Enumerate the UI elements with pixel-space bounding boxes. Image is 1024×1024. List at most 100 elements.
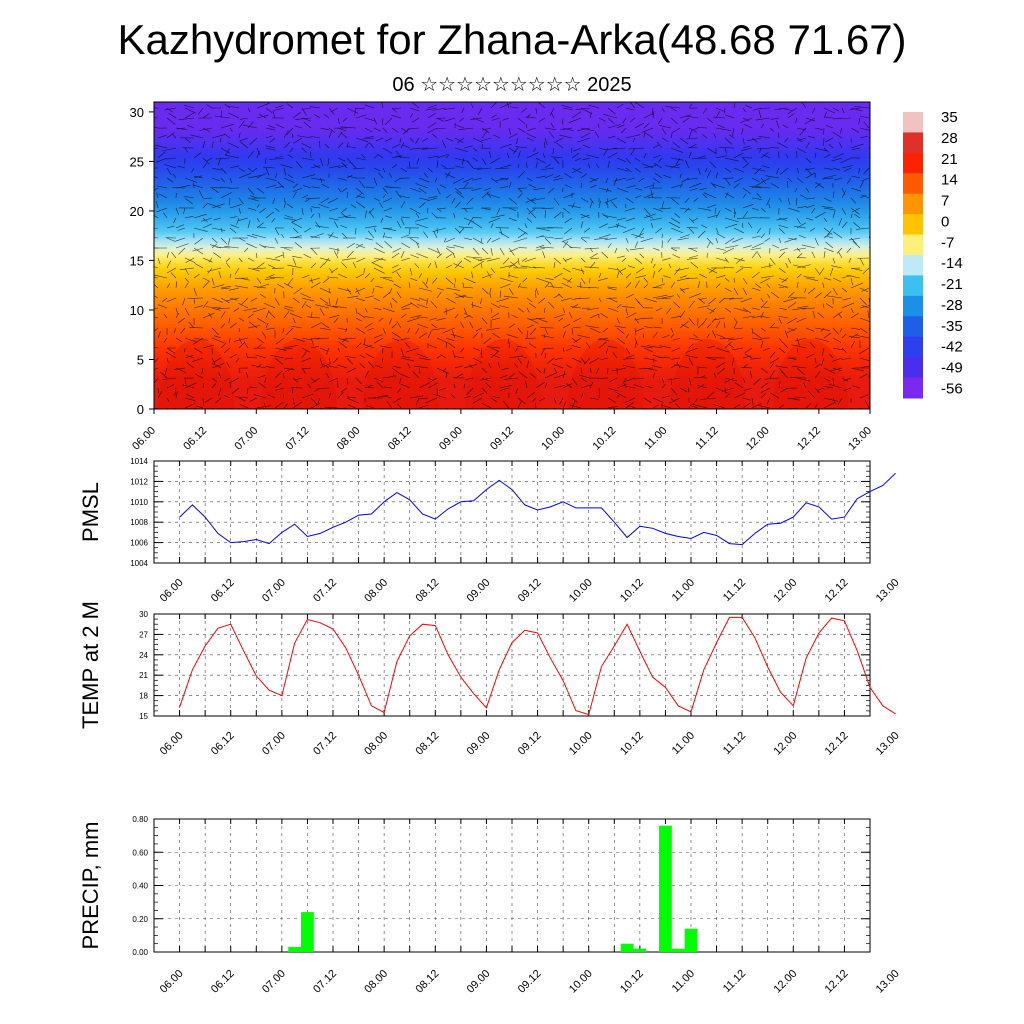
wind-vector bbox=[495, 167, 510, 170]
wind-vector bbox=[564, 173, 573, 179]
heatmap-field bbox=[154, 102, 870, 409]
wind-vector bbox=[172, 134, 177, 139]
wind-vector bbox=[228, 317, 231, 324]
wind-vector bbox=[778, 347, 786, 354]
wind-vector bbox=[391, 252, 400, 259]
wind-vector bbox=[272, 197, 276, 204]
wind-vector bbox=[265, 366, 276, 369]
wind-vector bbox=[841, 107, 845, 114]
x-tick-label: 13.00 bbox=[874, 968, 902, 996]
wind-vector bbox=[453, 283, 456, 289]
wind-vector bbox=[860, 194, 870, 199]
wind-vector bbox=[733, 182, 741, 189]
wind-vector bbox=[832, 397, 836, 405]
x-tick-label: 06.00 bbox=[158, 730, 186, 758]
wind-vector bbox=[248, 321, 258, 329]
wind-vector bbox=[463, 257, 471, 263]
wind-vector bbox=[697, 167, 701, 175]
wind-vector bbox=[442, 367, 447, 373]
wind-vector bbox=[731, 347, 744, 351]
wind-vector bbox=[816, 387, 825, 391]
wind-vector bbox=[779, 247, 789, 251]
wind-vector bbox=[724, 192, 729, 199]
wind-vector bbox=[793, 264, 807, 269]
wind-vector bbox=[301, 347, 311, 353]
wind-vector bbox=[724, 307, 732, 313]
wind-vector bbox=[407, 327, 411, 334]
wind-vector bbox=[643, 277, 649, 283]
wind-vector bbox=[667, 377, 681, 381]
wind-vector bbox=[446, 246, 456, 249]
wind-vector bbox=[309, 106, 321, 109]
wind-vector bbox=[603, 113, 618, 119]
wind-vector bbox=[162, 297, 168, 303]
wind-vector bbox=[274, 105, 284, 109]
wind-vector bbox=[679, 173, 682, 179]
wind-vector bbox=[175, 307, 179, 315]
wind-vector bbox=[162, 377, 177, 380]
wind-vector bbox=[512, 147, 519, 155]
wind-vector bbox=[544, 137, 548, 146]
wind-vector bbox=[274, 254, 283, 259]
wind-vector bbox=[553, 314, 565, 319]
wind-vector bbox=[832, 153, 845, 159]
wind-vector bbox=[214, 335, 222, 339]
wind-vector bbox=[202, 312, 215, 319]
wind-vector bbox=[682, 117, 690, 123]
wind-vector bbox=[517, 117, 526, 125]
wind-vector bbox=[373, 267, 385, 274]
wind-vector bbox=[589, 313, 599, 319]
wind-vector bbox=[702, 193, 708, 199]
y-tick-label: 15 bbox=[139, 712, 148, 721]
wind-vector bbox=[293, 137, 303, 144]
wind-vector bbox=[391, 297, 398, 303]
x-tick-label: 08.00 bbox=[362, 577, 390, 605]
wind-vector bbox=[178, 247, 186, 255]
wind-vector bbox=[652, 294, 668, 299]
wind-vector bbox=[458, 226, 474, 229]
colorbar-label: 28 bbox=[941, 130, 958, 147]
wind-vector bbox=[661, 201, 665, 209]
x-tick-label: 11.12 bbox=[693, 425, 720, 452]
wind-vector bbox=[777, 142, 789, 149]
wind-vector bbox=[472, 221, 483, 229]
wind-vector bbox=[263, 166, 276, 169]
wind-vector bbox=[868, 207, 870, 209]
wind-vector bbox=[589, 184, 597, 189]
wind-vector bbox=[535, 235, 544, 239]
wind-vector bbox=[607, 152, 618, 159]
wind-vector bbox=[728, 343, 735, 349]
x-tick-label: 09.00 bbox=[465, 968, 493, 996]
x-tick-label: 10.00 bbox=[539, 425, 567, 453]
wind-vector bbox=[607, 267, 618, 271]
wind-vector bbox=[202, 277, 210, 282]
wind-vector bbox=[492, 317, 501, 321]
wind-vector bbox=[670, 133, 673, 139]
wind-vector bbox=[220, 323, 226, 329]
wind-vector bbox=[164, 164, 177, 169]
wind-vector bbox=[382, 291, 391, 299]
wind-vector bbox=[723, 297, 735, 300]
wind-vector bbox=[445, 194, 452, 199]
wind-vector bbox=[381, 117, 384, 125]
wind-vector bbox=[418, 404, 429, 409]
wind-vector bbox=[800, 194, 807, 199]
wind-vector bbox=[400, 234, 410, 239]
wind-vector bbox=[795, 197, 798, 206]
y-tick-label: 1012 bbox=[130, 477, 148, 486]
wind-vector bbox=[764, 377, 780, 380]
wind-vector bbox=[526, 360, 529, 369]
y-axis-label: TEMP at 2 M bbox=[78, 601, 103, 729]
wind-vector bbox=[778, 277, 787, 282]
wind-vector bbox=[607, 136, 616, 139]
wind-vector bbox=[629, 117, 636, 123]
wind-vector bbox=[697, 322, 704, 329]
wind-vector bbox=[492, 332, 501, 339]
wind-vector bbox=[323, 257, 330, 265]
wind-vector bbox=[445, 277, 454, 285]
wind-vector bbox=[734, 382, 744, 389]
wind-vector bbox=[733, 152, 744, 159]
wind-vector bbox=[499, 247, 505, 256]
wind-vector bbox=[434, 177, 438, 183]
wind-vector bbox=[349, 161, 357, 169]
